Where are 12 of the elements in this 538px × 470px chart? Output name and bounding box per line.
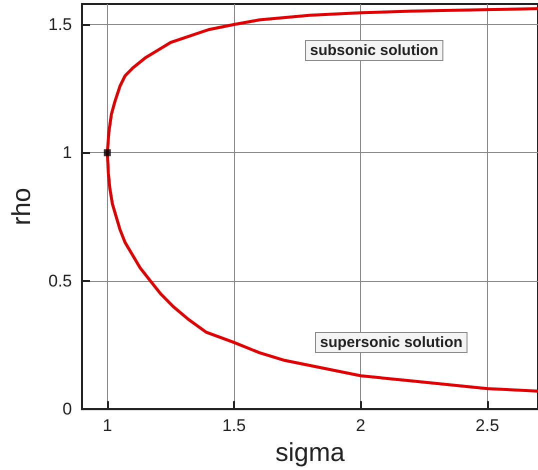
- annotation: subsonic solution: [310, 42, 438, 59]
- y-tick-label: 0: [62, 400, 72, 419]
- y-axis-title: rho: [6, 188, 36, 226]
- x-axis-title: sigma: [275, 437, 346, 467]
- x-tick-label: 2.5: [476, 416, 500, 436]
- y-tick-label: 1.5: [48, 15, 72, 34]
- y-tick-label: 0.5: [48, 271, 72, 290]
- x-tick-label: 2: [356, 416, 366, 436]
- x-tick-label: 1.5: [222, 416, 246, 436]
- x-tick-label: 1: [102, 416, 112, 436]
- y-tick-label: 1: [62, 143, 72, 162]
- annotation: supersonic solution: [320, 334, 463, 351]
